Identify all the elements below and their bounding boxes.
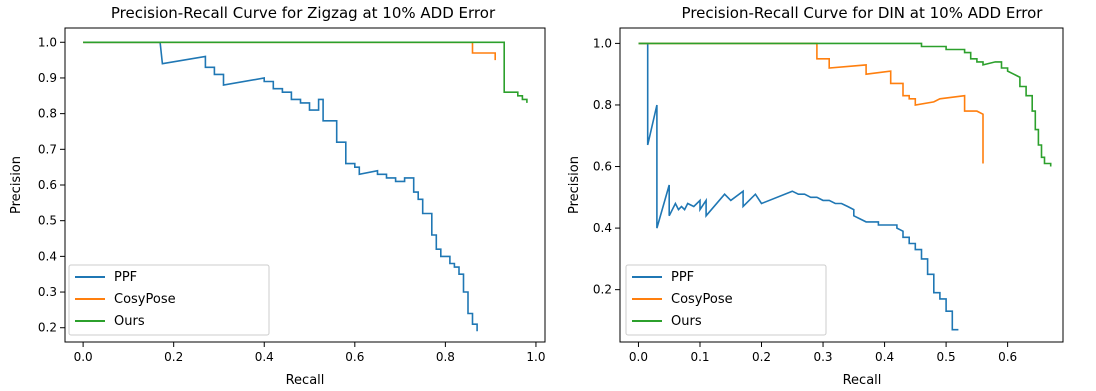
y-tick-label: 0.2	[38, 321, 57, 335]
series-lines	[83, 41, 528, 332]
legend-label-ppf: PPF	[114, 270, 137, 285]
chart-title: Precision-Recall Curve for Zigzag at 10%…	[111, 4, 496, 22]
series-line-ours	[638, 42, 1052, 167]
legend: PPF CosyPose Ours	[68, 264, 270, 336]
x-tick-label: 0.8	[436, 350, 455, 364]
x-axis-label: Recall	[843, 373, 882, 388]
x-axis-label: Recall	[286, 373, 325, 388]
series-lines	[638, 42, 1052, 331]
series-line-cosypose	[83, 41, 497, 61]
din-chart-panel: Precision-Recall Curve for DIN at 10% AD…	[567, 4, 1064, 388]
plot-frame	[64, 27, 546, 343]
y-tick-label: 0.7	[38, 142, 57, 156]
series-line-ppf	[638, 42, 959, 331]
legend-label-ours: Ours	[114, 314, 145, 329]
chart-title: Precision-Recall Curve for DIN at 10% AD…	[682, 4, 1044, 22]
legend: PPF CosyPose Ours	[625, 264, 827, 336]
x-tick-label: 0.0	[74, 350, 93, 364]
x-tick-label: 0.1	[690, 350, 709, 364]
y-axis-label: Precision	[567, 156, 582, 214]
series-line-ppf	[83, 41, 478, 332]
x-tick-label: 0.4	[255, 350, 274, 364]
series-line-cosypose	[638, 42, 984, 164]
series-line-ours	[83, 41, 528, 103]
legend-label-ours: Ours	[671, 314, 702, 329]
plot-frame	[619, 27, 1064, 343]
axis-ticks: 0.0 0.2 0.4 0.6 0.8 1.0 0.2 0.3 0.4 0.5 0.6 0.7 0.8 0…	[38, 35, 546, 364]
x-tick-label: 0.4	[875, 350, 894, 364]
x-tick-label: 0.6	[998, 350, 1017, 364]
legend-label-cosypose: CosyPose	[114, 292, 176, 307]
x-tick-label: 1.0	[526, 350, 545, 364]
x-tick-label: 0.2	[752, 350, 771, 364]
x-tick-label: 0.3	[813, 350, 832, 364]
legend-label-cosypose: CosyPose	[671, 292, 733, 307]
legend-frame	[625, 264, 827, 336]
zigzag-chart-panel: Precision-Recall Curve for Zigzag at 10%…	[9, 4, 546, 388]
x-tick-label: 0.2	[164, 350, 183, 364]
y-tick-label: 0.9	[38, 71, 57, 85]
y-tick-label: 0.6	[593, 160, 612, 174]
x-tick-label: 0.0	[629, 350, 648, 364]
axis-ticks: 0.0 0.1 0.2 0.3 0.4 0.5 0.6 0.2 0.4 0.6 0.8 1.0	[593, 36, 1017, 364]
y-tick-label: 1.0	[593, 36, 612, 50]
y-tick-label: 0.4	[593, 221, 612, 235]
y-tick-label: 0.8	[38, 107, 57, 121]
y-tick-label: 0.2	[593, 283, 612, 297]
x-tick-label: 0.6	[345, 350, 364, 364]
y-tick-label: 0.6	[38, 178, 57, 192]
x-tick-label: 0.5	[937, 350, 956, 364]
y-tick-label: 0.5	[38, 214, 57, 228]
y-tick-label: 0.4	[38, 249, 57, 263]
y-axis-label: Precision	[9, 156, 24, 214]
y-tick-label: 1.0	[38, 35, 57, 49]
y-tick-label: 0.3	[38, 285, 57, 299]
y-tick-label: 0.8	[593, 98, 612, 112]
legend-frame	[68, 264, 270, 336]
legend-label-ppf: PPF	[671, 270, 694, 285]
